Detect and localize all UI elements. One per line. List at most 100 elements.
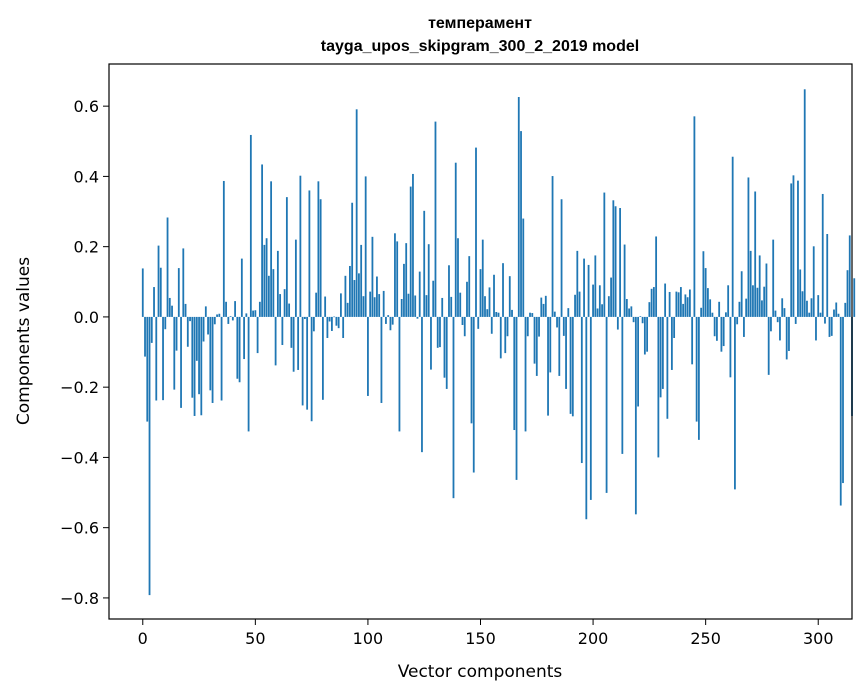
bar-component-151	[481, 239, 484, 317]
bar-component-45	[243, 316, 245, 360]
bar-component-181	[549, 316, 552, 373]
bar-component-108	[385, 316, 387, 324]
bar-component-226	[650, 288, 653, 317]
bar-component-300	[817, 295, 820, 317]
bar-component-211	[616, 316, 619, 330]
bar-component-281	[774, 310, 777, 317]
bar-component-308	[835, 302, 838, 317]
bar-component-260	[727, 285, 730, 317]
bar-component-214	[623, 244, 626, 317]
bar-component-132	[439, 316, 441, 348]
bar-component-46	[245, 313, 248, 317]
bar-component-29	[207, 316, 209, 335]
bar-component-6	[155, 316, 158, 401]
bar-component-72	[303, 316, 306, 320]
bar-component-145	[468, 256, 471, 317]
bar-component-235	[670, 316, 673, 370]
bar-component-147	[472, 316, 475, 473]
bar-component-187	[562, 316, 565, 336]
bar-component-267	[743, 316, 745, 337]
bar-component-265	[738, 301, 741, 317]
bar-component-230	[659, 316, 662, 398]
bar-component-41	[234, 301, 236, 317]
bar-component-27	[202, 316, 205, 342]
bar-component-256	[718, 301, 721, 317]
bar-component-86	[335, 316, 338, 326]
bar-component-247	[697, 316, 700, 440]
bar-component-206	[605, 316, 608, 493]
bar-component-286	[785, 316, 788, 360]
bar-component-157	[495, 311, 498, 317]
bar-component-85	[333, 316, 336, 318]
bar-component-264	[736, 316, 739, 325]
bar-component-218	[632, 316, 635, 323]
bar-component-280	[772, 239, 775, 317]
bar-component-158	[497, 312, 500, 317]
bar-component-154	[488, 287, 491, 317]
bar-component-289	[792, 175, 795, 317]
bar-component-115	[400, 298, 403, 317]
bar-component-140	[457, 238, 459, 317]
bar-component-139	[454, 162, 457, 317]
bar-component-14	[173, 316, 176, 390]
bar-component-80	[321, 316, 324, 400]
bar-component-261	[729, 316, 732, 378]
bar-component-204	[601, 304, 603, 317]
bar-component-163	[508, 276, 511, 317]
bar-component-250	[704, 268, 707, 317]
bar-component-291	[797, 180, 799, 317]
bar-component-58	[272, 269, 275, 317]
bar-component-180	[547, 316, 549, 416]
bar-component-59	[274, 316, 277, 366]
bar-component-111	[391, 316, 394, 325]
bar-component-127	[427, 244, 430, 317]
bar-component-190	[569, 316, 572, 414]
bar-component-310	[839, 316, 842, 506]
bar-component-293	[801, 291, 804, 317]
bar-component-209	[612, 200, 615, 317]
x-tick-label: 250	[690, 629, 721, 648]
x-tick-label: 50	[245, 629, 265, 648]
bar-component-149	[477, 316, 480, 329]
bar-component-105	[378, 294, 381, 317]
bar-component-170	[524, 316, 527, 432]
bar-component-238	[677, 292, 680, 317]
bar-component-130	[434, 121, 437, 317]
bar-component-50	[254, 310, 257, 317]
bar-component-313	[846, 270, 849, 317]
bar-component-138	[452, 316, 455, 499]
bar-component-237	[675, 291, 678, 317]
bar-component-152	[484, 296, 486, 317]
bar-component-177	[540, 297, 543, 317]
bar-component-54	[263, 244, 266, 317]
bar-component-92	[349, 265, 351, 317]
bar-component-229	[657, 316, 660, 458]
bar-component-213	[621, 316, 624, 454]
bar-component-98	[362, 296, 365, 317]
bar-component-99	[364, 176, 367, 317]
bar-component-64	[285, 197, 288, 317]
bar-component-133	[441, 297, 444, 317]
plot-frame	[108, 63, 853, 620]
bar-component-131	[436, 316, 439, 348]
bar-component-171	[526, 316, 529, 337]
bar-component-179	[544, 295, 547, 317]
bar-component-307	[833, 309, 835, 317]
bar-component-12	[168, 297, 171, 317]
bar-component-277	[765, 263, 768, 317]
bar-component-249	[702, 251, 705, 317]
bar-component-302	[821, 193, 824, 317]
bar-component-2	[146, 316, 149, 422]
x-tick-label: 0	[138, 629, 148, 648]
bar-component-216	[628, 308, 631, 317]
bar-component-66	[290, 316, 293, 348]
bar-component-287	[788, 316, 790, 351]
bar-component-207	[607, 296, 610, 317]
bar-component-309	[837, 313, 840, 317]
bar-component-129	[432, 280, 435, 317]
bar-component-251	[707, 288, 709, 317]
bar-component-33	[216, 314, 218, 317]
bar-component-32	[213, 316, 216, 325]
bar-component-109	[387, 315, 390, 317]
bar-component-200	[592, 284, 594, 317]
